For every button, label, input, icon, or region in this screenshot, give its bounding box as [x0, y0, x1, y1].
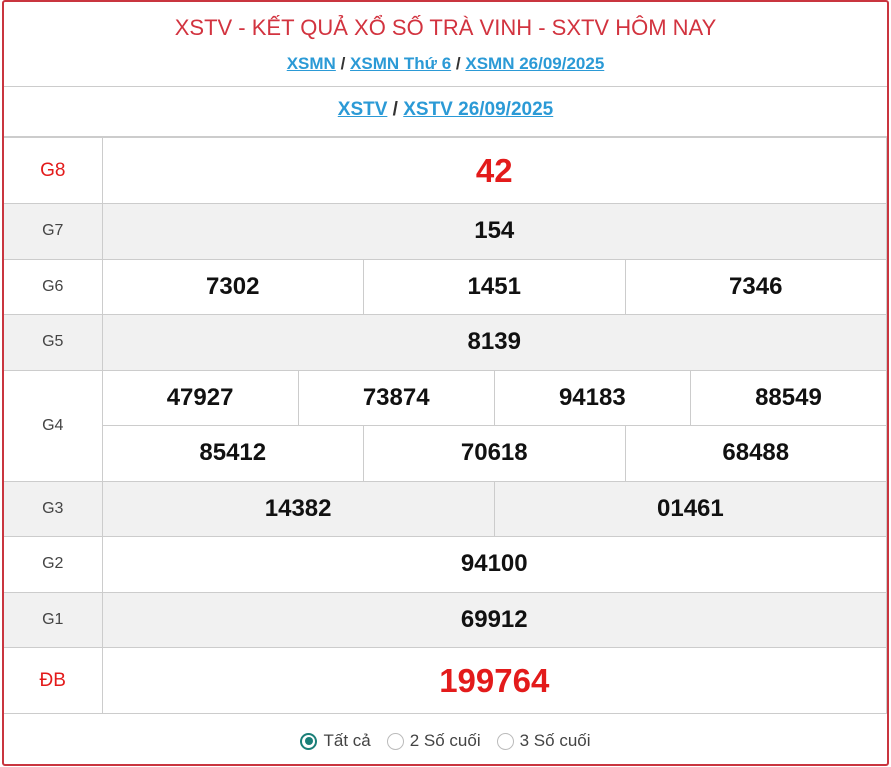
prize-label: G7: [4, 203, 103, 260]
prize-label: G6: [4, 258, 103, 315]
prize-label: G1: [4, 591, 103, 648]
link-xstv[interactable]: XSTV: [337, 99, 388, 120]
breadcrumb: XSMN / XSMN Thứ 6 / XSMN 26/09/2025: [4, 49, 887, 87]
row-g7: G7 154: [4, 203, 887, 260]
link-xsmn[interactable]: XSMN: [286, 54, 336, 73]
prize-label: G3: [4, 480, 103, 537]
prize-number: 88549: [689, 369, 887, 426]
prize-number: 68488: [624, 425, 887, 482]
separator: /: [455, 54, 461, 73]
prize-number: 73874: [297, 369, 495, 426]
filter-label: 3 Số cuối: [519, 731, 591, 750]
breadcrumb-xstv: XSTV / XSTV 26/09/2025: [4, 87, 887, 137]
prize-number: 7302: [101, 258, 364, 315]
prize-label: G2: [4, 536, 103, 593]
row-g6: G6 7302 1451 7346: [4, 258, 887, 315]
row-db: ĐB 199764: [4, 647, 887, 714]
link-xsmn-date[interactable]: XSMN 26/09/2025: [465, 54, 605, 73]
row-g4b: 85412 70618 68488: [4, 425, 887, 482]
radio-checked-icon[interactable]: [300, 732, 318, 750]
separator: /: [340, 54, 346, 73]
row-g1: G1 69912: [4, 591, 887, 648]
row-g3: G3 14382 01461: [4, 480, 887, 537]
prize-number: 154: [101, 203, 887, 260]
filter-label: Tất cả: [323, 731, 371, 750]
prize-label: G8: [4, 137, 103, 204]
page-title: XSTV - KẾT QUẢ XỔ SỐ TRÀ VINH - SXTV HÔM…: [174, 15, 717, 40]
prize-number: 01461: [493, 480, 887, 537]
link-xsmn-thu6[interactable]: XSMN Thứ 6: [350, 54, 452, 73]
prize-number: 7346: [624, 258, 887, 315]
prize-number: 94183: [493, 369, 691, 426]
prize-label: G5: [4, 314, 103, 371]
filter-all[interactable]: Tất cả: [300, 731, 371, 751]
filter-3-digits[interactable]: 3 Số cuối: [496, 731, 591, 751]
radio-icon[interactable]: [496, 732, 514, 750]
prize-number: 70618: [363, 425, 626, 482]
prize-number: 8139: [101, 314, 887, 371]
prize-number: 69912: [101, 591, 887, 648]
link-xstv-date[interactable]: XSTV 26/09/2025: [403, 99, 554, 120]
digit-filter: Tất cả 2 Số cuối 3 Số cuối: [4, 714, 887, 764]
prize-label: ĐB: [4, 647, 103, 714]
row-g8: G8 42: [4, 137, 887, 204]
separator: /: [392, 99, 398, 120]
prize-number: 42: [101, 137, 887, 204]
jackpot-number: 199764: [101, 647, 887, 714]
prize-number: 94100: [101, 536, 887, 593]
row-g4: G4 47927 73874 94183 88549: [4, 369, 887, 482]
radio-icon[interactable]: [386, 732, 404, 750]
prize-number: 47927: [101, 369, 299, 426]
prize-number: 14382: [101, 480, 495, 537]
filter-2-digits[interactable]: 2 Số cuối: [386, 731, 481, 751]
filter-label: 2 Số cuối: [409, 731, 481, 750]
row-g2: G2 94100: [4, 536, 887, 593]
prize-number: 1451: [363, 258, 626, 315]
prize-label: G4: [4, 369, 103, 482]
row-g5: G5 8139: [4, 314, 887, 371]
results-table: G8 42 G7 154 G6 7302 1451 7346 G5 8139 G4 47927…: [4, 137, 887, 714]
prize-number: 85412: [101, 425, 364, 482]
